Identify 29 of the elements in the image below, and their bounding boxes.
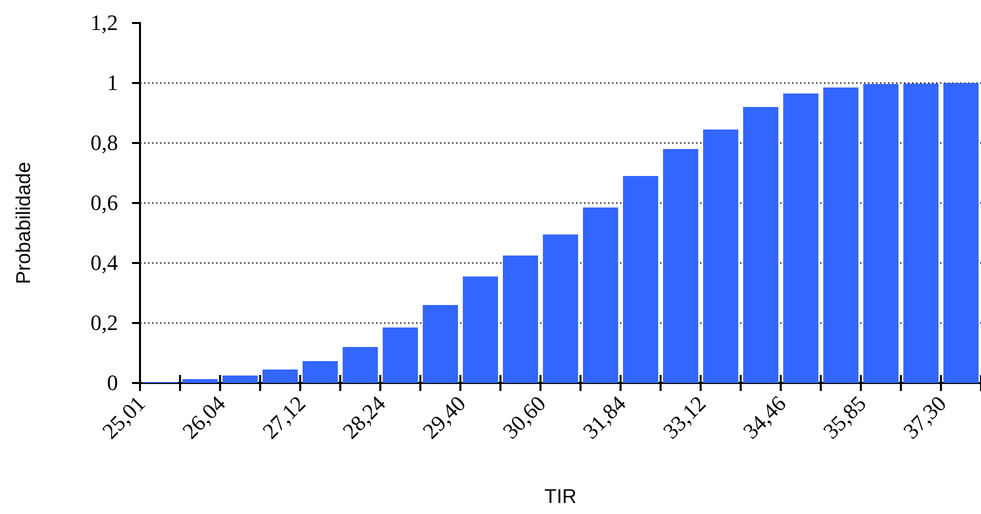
bar xyxy=(342,347,378,383)
bar xyxy=(182,379,218,383)
y-tick-label: 0,2 xyxy=(90,310,118,336)
y-tick-label: 0,4 xyxy=(90,250,118,276)
bar xyxy=(823,88,858,383)
bar xyxy=(222,376,258,383)
bar xyxy=(382,328,418,383)
bar xyxy=(502,256,538,383)
y-tick-label: 1 xyxy=(107,70,118,96)
y-axis-title: Probabilidade xyxy=(13,162,35,284)
bar xyxy=(783,94,818,383)
x-axis-title: TIR xyxy=(544,486,577,508)
y-tick-label: 0,6 xyxy=(90,190,118,216)
bar xyxy=(262,370,298,383)
bar xyxy=(663,149,698,383)
bar xyxy=(542,234,578,383)
bar xyxy=(743,107,778,383)
bar xyxy=(622,176,658,383)
bar xyxy=(422,305,458,383)
y-tick-label: 0 xyxy=(107,370,118,396)
y-tick-label: 0,8 xyxy=(90,130,118,156)
bar xyxy=(863,84,898,383)
bar xyxy=(703,130,738,383)
bar xyxy=(903,84,939,383)
bar xyxy=(582,208,618,383)
bar xyxy=(302,361,338,383)
y-tick-label: 1,2 xyxy=(90,10,118,36)
bar xyxy=(462,276,498,383)
bar xyxy=(943,83,979,383)
